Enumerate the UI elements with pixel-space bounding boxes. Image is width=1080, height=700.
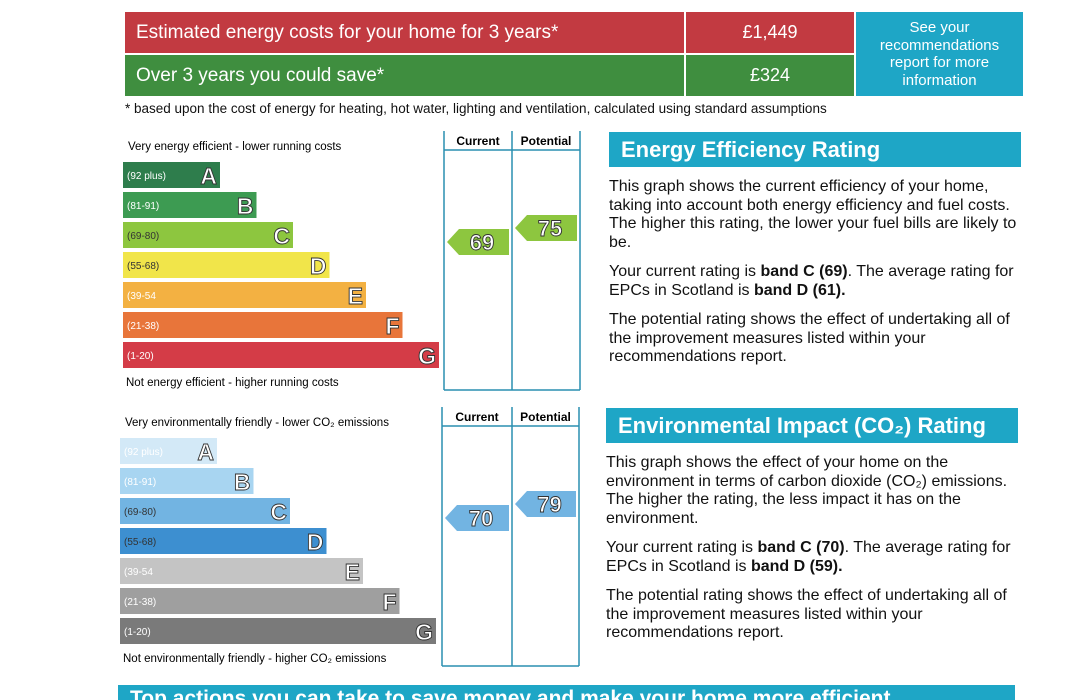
cost-value: £324: [686, 55, 854, 96]
text: This graph shows the effect of your home…: [606, 454, 1008, 527]
panel-text: This graph shows the current efficiency …: [609, 178, 1021, 378]
band-range: (1-20): [124, 627, 151, 638]
band-bar: [123, 342, 439, 368]
bold-text: band D (59).: [750, 557, 843, 575]
footer-title: Top actions you can take to save money a…: [118, 685, 1015, 700]
band-range: (55-68): [124, 537, 156, 548]
band-bar: [120, 468, 254, 494]
band-bar: [120, 558, 363, 584]
band-letter: E: [345, 559, 360, 585]
text: The potential rating shows the effect of…: [609, 311, 1010, 365]
text: Your current rating is: [606, 539, 758, 556]
band-letter: B: [234, 469, 251, 495]
potential-arrow: [515, 215, 577, 241]
band-letter: E: [348, 283, 363, 309]
top-label: Very environmentally friendly - lower CO…: [125, 417, 389, 429]
bottom-label: Not environmentally friendly - higher CO…: [123, 653, 387, 665]
band-letter: G: [418, 343, 436, 369]
cost-value: £1,449: [686, 12, 854, 53]
cost-label: Over 3 years you could save*: [125, 55, 684, 96]
column-header: Current: [456, 134, 499, 148]
bold-text: band C (70): [757, 539, 845, 556]
band-range: (39-54: [127, 291, 156, 302]
current-arrow: [445, 505, 509, 531]
band-letter: B: [237, 193, 254, 219]
current-arrow: [447, 229, 509, 255]
band-range: (69-80): [124, 507, 156, 518]
band-bar: [123, 282, 366, 308]
band-bar: [123, 162, 220, 188]
bold-text: band C (69): [760, 263, 848, 280]
paragraph: Your current rating is band C (70). The …: [606, 539, 1018, 576]
band-range: (55-68): [127, 261, 159, 272]
band-range: (21-38): [124, 597, 156, 608]
panel-title: Energy Efficiency Rating: [609, 132, 1021, 167]
column-header: Potential: [521, 134, 572, 148]
band-bar: [120, 498, 290, 524]
paragraph: The potential rating shows the effect of…: [606, 587, 1018, 643]
band-bar: [123, 312, 403, 338]
band-bar: [120, 438, 217, 464]
current-rating: 69: [470, 230, 494, 255]
potential-rating: 79: [537, 492, 561, 517]
footnote: * based upon the cost of energy for heat…: [125, 101, 827, 116]
band-range: (1-20): [127, 351, 154, 362]
column-header: Potential: [520, 410, 571, 424]
cost-label: Estimated energy costs for your home for…: [125, 12, 684, 53]
band-range: (81-91): [127, 201, 159, 212]
band-range: (21-38): [127, 321, 159, 332]
potential-arrow: [515, 491, 576, 517]
band-letter: C: [273, 223, 290, 249]
band-bar: [120, 618, 436, 644]
band-range: (92 plus): [127, 171, 166, 182]
side-note: See your recommendations report for more…: [856, 12, 1023, 96]
panel-text: This graph shows the effect of your home…: [606, 454, 1018, 654]
band-bar: [123, 252, 330, 278]
current-rating: 70: [469, 506, 493, 531]
band-letter: D: [310, 253, 327, 279]
text: . The average rating for EPCs in Scotlan…: [606, 539, 1011, 575]
band-letter: C: [270, 499, 287, 525]
band-bar: [123, 192, 257, 218]
band-bar: [120, 528, 327, 554]
paragraph: This graph shows the effect of your home…: [606, 454, 1018, 528]
band-range: (81-91): [124, 477, 156, 488]
band-range: (39-54: [124, 567, 153, 578]
band-letter: A: [197, 439, 214, 465]
band-letter: F: [382, 589, 396, 615]
text: . The average rating for EPCs in Scotlan…: [609, 263, 1014, 299]
band-letter: D: [307, 529, 324, 555]
text: This graph shows the current efficiency …: [609, 178, 1017, 251]
top-label: Very energy efficient - lower running co…: [128, 141, 342, 153]
band-letter: G: [415, 619, 433, 645]
band-letter: A: [200, 163, 217, 189]
text: The potential rating shows the effect of…: [606, 587, 1007, 641]
text: Your current rating is: [609, 263, 761, 280]
band-range: (69-80): [127, 231, 159, 242]
band-bar: [120, 588, 400, 614]
paragraph: The potential rating shows the effect of…: [609, 311, 1021, 367]
band-letter: F: [385, 313, 399, 339]
panel-title: Environmental Impact (CO₂) Rating: [606, 408, 1018, 443]
paragraph: Your current rating is band C (69). The …: [609, 263, 1021, 300]
paragraph: This graph shows the current efficiency …: [609, 178, 1021, 252]
band-bar: [123, 222, 293, 248]
bold-text: band D (61).: [753, 281, 846, 299]
potential-rating: 75: [538, 216, 562, 241]
column-header: Current: [455, 410, 498, 424]
band-range: (92 plus): [124, 447, 163, 458]
bottom-label: Not energy efficient - higher running co…: [126, 377, 339, 389]
